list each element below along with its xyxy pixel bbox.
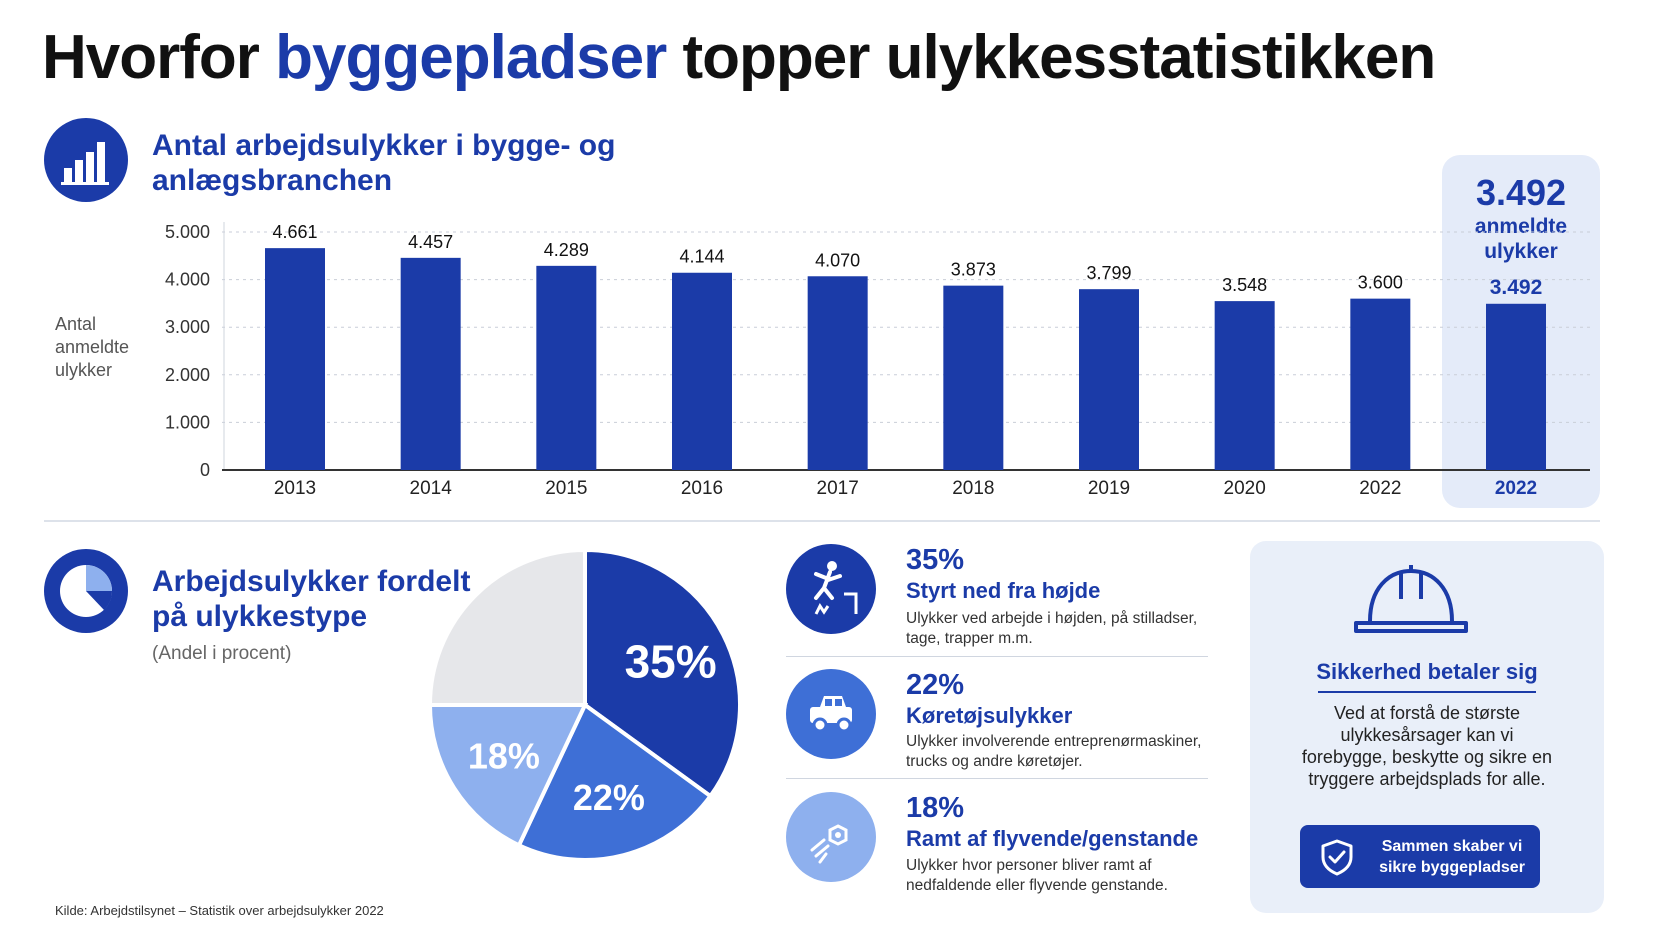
- bar: [672, 272, 732, 470]
- item-description: Ulykker ved arbejde i højden, på stillad…: [906, 610, 1198, 647]
- item-percent: 18%: [906, 792, 965, 824]
- section-divider: [44, 520, 1600, 522]
- y-tick-label: 2.000: [165, 365, 210, 385]
- card-title: Sikkerhed betaler sig: [1316, 659, 1538, 684]
- x-tick-label: 2015: [545, 478, 587, 499]
- y-tick-label: 5.000: [165, 222, 210, 242]
- x-tick-label: 2018: [952, 478, 994, 499]
- highlight-value: 3.492: [1475, 172, 1567, 213]
- bar-section-title: Antal arbejdsulykker i bygge- og anlægsb…: [152, 129, 616, 197]
- pie-slice: [583, 547, 742, 799]
- page-title: Hvorfor byggepladser topper ulykkesstati…: [42, 22, 1436, 93]
- data-label: 4.070: [815, 250, 860, 270]
- data-label: 4.661: [272, 222, 317, 242]
- data-label: 4.289: [544, 240, 589, 260]
- flying-object-icon: [786, 792, 876, 882]
- data-label: 3.492: [1490, 276, 1543, 299]
- y-tick-label: 1.000: [165, 412, 210, 432]
- source-note: Kilde: Arbejdstilsynet – Statistik over …: [55, 903, 384, 918]
- bar: [943, 285, 1004, 470]
- shield-check-icon: [1321, 839, 1353, 876]
- bar: [1079, 289, 1139, 470]
- bar: [807, 276, 868, 470]
- vehicle-icon: [786, 669, 876, 759]
- data-label: 3.799: [1086, 263, 1131, 283]
- data-label: 4.457: [408, 232, 453, 252]
- y-tick-label: 0: [200, 460, 210, 480]
- pie-slice: [427, 703, 589, 848]
- pie-section-title: Arbejdsulykker fordelt på ulykkestype: [152, 565, 471, 633]
- item-separator: [786, 778, 1208, 779]
- bar-chart: 0 1.000 2.000 3.000 4.000 5.000 4.661 2013 4.457…: [165, 222, 1590, 499]
- bar: [265, 248, 325, 470]
- x-tick-label: 2013: [274, 478, 316, 499]
- data-label: 3.600: [1358, 273, 1403, 293]
- item-description: Ulykker involverende entreprenørmaskiner…: [906, 733, 1202, 770]
- title-accent: byggepladser: [275, 23, 667, 92]
- bar: [1486, 303, 1546, 470]
- x-tick-label: 2022: [1359, 478, 1401, 499]
- bar: [1214, 301, 1275, 470]
- x-tick-label: 2017: [817, 478, 859, 499]
- bar-chart-icon: [44, 118, 128, 202]
- item-title: Køretøjsulykker: [906, 703, 1073, 728]
- bar: [536, 265, 597, 470]
- item-separator: [786, 656, 1208, 657]
- item-percent: 22%: [906, 669, 965, 701]
- item-title: Styrt ned fra højde: [906, 578, 1101, 603]
- data-label: 4.144: [679, 247, 724, 267]
- item-percent: 35%: [906, 544, 965, 576]
- x-tick-label: 2014: [410, 478, 453, 499]
- y-tick-label: 3.000: [165, 317, 210, 337]
- data-label: 3.873: [951, 260, 996, 280]
- title-part1: Hvorfor: [42, 23, 276, 92]
- hard-hat-icon: [1352, 559, 1470, 646]
- bar: [1350, 298, 1411, 470]
- x-tick-label: 2020: [1224, 478, 1266, 499]
- item-title: Ramt af flyvende/genstande: [906, 826, 1199, 851]
- pie-chart-icon: [44, 549, 128, 633]
- data-label: 3.548: [1222, 275, 1267, 295]
- pie-slice-label: 35%: [625, 635, 717, 687]
- pie-slice: [427, 547, 587, 707]
- title-part2: topper ulykkesstatistikken: [666, 23, 1436, 92]
- card-text: Ved at forstå de største ulykkesårsager …: [1301, 703, 1553, 789]
- item-description: Ulykker hvor personer bliver ramt af ned…: [906, 857, 1168, 894]
- x-tick-label: 2022: [1495, 478, 1537, 499]
- x-tick-label: 2016: [681, 478, 723, 499]
- highlight-label: anmeldte ulykker: [1474, 215, 1568, 263]
- safety-button[interactable]: Sammen skaber vi sikre byggepladser: [1300, 825, 1540, 888]
- pie-slice-label: 22%: [573, 777, 645, 818]
- pie-slice-label: 18%: [468, 735, 540, 776]
- bar: [400, 257, 461, 470]
- pie-chart: 35% 22% 18%: [427, 547, 742, 862]
- card-title-underline: [1318, 691, 1536, 693]
- safety-button-label: Sammen skaber vi sikre byggepladser: [1379, 838, 1525, 876]
- y-tick-label: 4.000: [165, 270, 210, 290]
- x-tick-label: 2019: [1088, 478, 1130, 499]
- y-axis-label: Antal anmeldte ulykker: [55, 314, 130, 380]
- falling-person-icon: [786, 544, 876, 634]
- pie-subtitle: (Andel i procent): [152, 643, 292, 664]
